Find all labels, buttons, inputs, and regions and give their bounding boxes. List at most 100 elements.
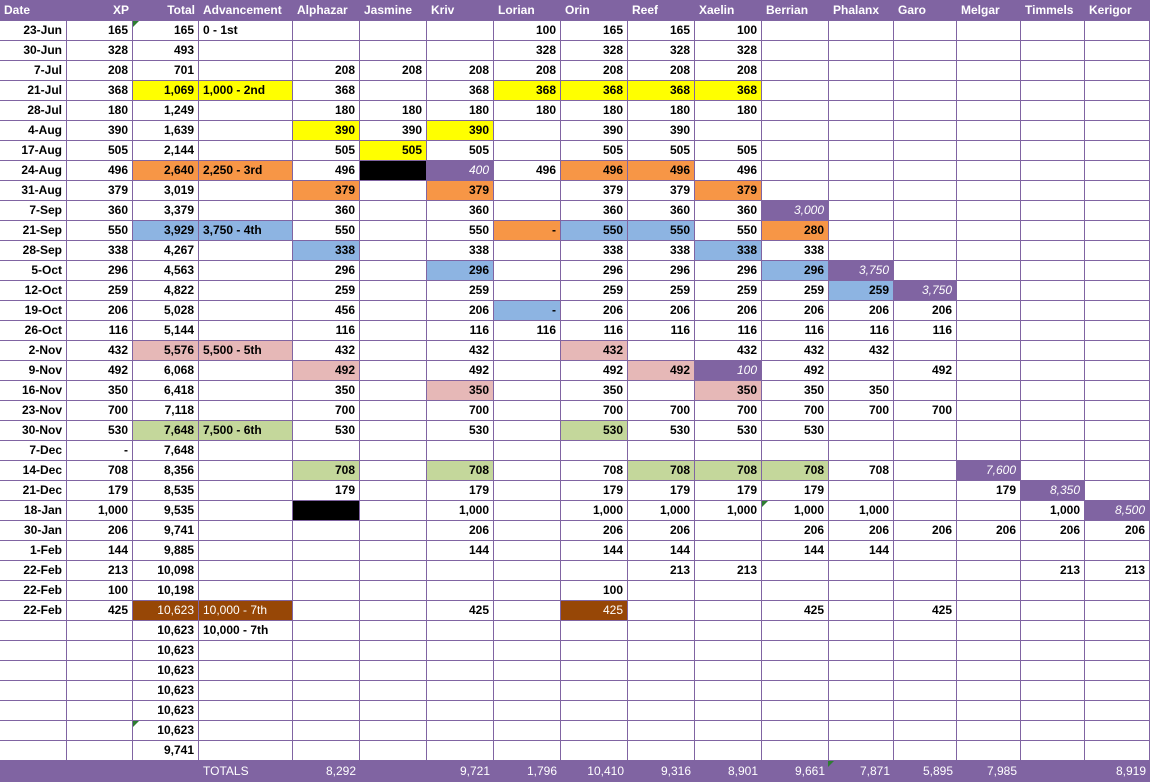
cell-orin[interactable]: 338 (561, 241, 628, 261)
cell-melgar[interactable] (957, 161, 1021, 181)
cell-kerigor[interactable] (1085, 321, 1150, 341)
cell-alphazar[interactable] (293, 541, 360, 561)
cell-reef[interactable] (628, 741, 695, 761)
cell-total[interactable]: 7,648 (133, 441, 199, 461)
cell-garo[interactable] (894, 141, 957, 161)
cell-total[interactable]: 10,623 (133, 681, 199, 701)
row-date-cell[interactable]: 14-Dec (0, 461, 67, 481)
cell-alphazar[interactable]: 338 (293, 241, 360, 261)
cell-alphazar[interactable] (293, 21, 360, 41)
cell-orin[interactable]: 708 (561, 461, 628, 481)
cell-advancement[interactable]: 3,750 - 4th (199, 221, 293, 241)
cell-total[interactable]: 2,640 (133, 161, 199, 181)
cell-alphazar[interactable]: 360 (293, 201, 360, 221)
cell-timmels[interactable] (1021, 341, 1085, 361)
cell-xp[interactable]: 432 (67, 341, 133, 361)
cell-timmels[interactable] (1021, 401, 1085, 421)
cell-reef[interactable]: 700 (628, 401, 695, 421)
cell-phalanx[interactable] (829, 221, 894, 241)
cell-timmels[interactable] (1021, 241, 1085, 261)
row-date-cell[interactable]: 26-Oct (0, 321, 67, 341)
cell-melgar[interactable] (957, 241, 1021, 261)
cell-alphazar[interactable]: 379 (293, 181, 360, 201)
cell-lorian[interactable]: 208 (494, 61, 561, 81)
cell-total[interactable]: 4,267 (133, 241, 199, 261)
cell-jasmine[interactable] (360, 581, 427, 601)
cell-timmels[interactable] (1021, 601, 1085, 621)
cell-alphazar[interactable] (293, 521, 360, 541)
cell-berrian[interactable]: 700 (762, 401, 829, 421)
cell-jasmine[interactable] (360, 661, 427, 681)
cell-garo[interactable] (894, 541, 957, 561)
cell-timmels[interactable] (1021, 301, 1085, 321)
cell-reef[interactable]: 708 (628, 461, 695, 481)
cell-phalanx[interactable] (829, 421, 894, 441)
cell-kerigor[interactable] (1085, 401, 1150, 421)
cell-xaelin[interactable]: 296 (695, 261, 762, 281)
cell-jasmine[interactable] (360, 241, 427, 261)
total-berrian[interactable]: 9,661 (762, 761, 829, 782)
cell-alphazar[interactable]: 456 (293, 301, 360, 321)
cell-orin[interactable]: 116 (561, 321, 628, 341)
cell-advancement[interactable]: 10,000 - 7th (199, 601, 293, 621)
cell-garo[interactable] (894, 501, 957, 521)
cell-orin[interactable]: 350 (561, 381, 628, 401)
cell-total[interactable]: 9,535 (133, 501, 199, 521)
cell-garo[interactable] (894, 381, 957, 401)
cell-lorian[interactable] (494, 201, 561, 221)
cell-timmels[interactable] (1021, 41, 1085, 61)
cell-alphazar[interactable]: 530 (293, 421, 360, 441)
cell-reef[interactable]: 390 (628, 121, 695, 141)
cell-total[interactable]: 10,623 (133, 721, 199, 741)
cell-advancement[interactable] (199, 61, 293, 81)
cell-phalanx[interactable]: 206 (829, 301, 894, 321)
cell-lorian[interactable]: 328 (494, 41, 561, 61)
cell-garo[interactable] (894, 261, 957, 281)
row-date-cell[interactable]: 17-Aug (0, 141, 67, 161)
cell-melgar[interactable] (957, 721, 1021, 741)
cell-timmels[interactable] (1021, 361, 1085, 381)
cell-kerigor[interactable] (1085, 181, 1150, 201)
cell-garo[interactable] (894, 181, 957, 201)
cell-melgar[interactable] (957, 61, 1021, 81)
cell-kriv[interactable]: 206 (427, 521, 494, 541)
cell-total[interactable]: 4,822 (133, 281, 199, 301)
cell-garo[interactable] (894, 201, 957, 221)
row-date-cell[interactable]: 21-Sep (0, 221, 67, 241)
cell-berrian[interactable] (762, 701, 829, 721)
cell-melgar[interactable] (957, 441, 1021, 461)
cell-orin[interactable]: 360 (561, 201, 628, 221)
cell-kerigor[interactable] (1085, 141, 1150, 161)
cell-kerigor[interactable] (1085, 661, 1150, 681)
cell-kriv[interactable]: 208 (427, 61, 494, 81)
cell-garo[interactable] (894, 481, 957, 501)
column-header-kerigor[interactable]: Kerigor (1085, 0, 1150, 21)
column-header-total[interactable]: Total (133, 0, 199, 21)
cell-timmels[interactable] (1021, 61, 1085, 81)
cell-kerigor[interactable] (1085, 481, 1150, 501)
cell-jasmine[interactable] (360, 481, 427, 501)
cell-melgar[interactable] (957, 561, 1021, 581)
cell-jasmine[interactable] (360, 401, 427, 421)
cell-lorian[interactable] (494, 441, 561, 461)
cell-advancement[interactable] (199, 561, 293, 581)
cell-orin[interactable] (561, 441, 628, 461)
cell-kriv[interactable] (427, 741, 494, 761)
cell-xp[interactable]: 100 (67, 581, 133, 601)
cell-xp[interactable]: 1,000 (67, 501, 133, 521)
cell-timmels[interactable] (1021, 101, 1085, 121)
cell-berrian[interactable] (762, 581, 829, 601)
cell-reef[interactable] (628, 721, 695, 741)
cell-berrian[interactable]: 3,000 (762, 201, 829, 221)
cell-melgar[interactable] (957, 381, 1021, 401)
cell-xp[interactable]: 259 (67, 281, 133, 301)
cell-reef[interactable]: 206 (628, 301, 695, 321)
cell-garo[interactable] (894, 21, 957, 41)
cell-phalanx[interactable] (829, 441, 894, 461)
cell-melgar[interactable] (957, 501, 1021, 521)
cell-total[interactable]: 6,068 (133, 361, 199, 381)
row-date-cell[interactable]: 30-Jun (0, 41, 67, 61)
row-date-cell[interactable]: 22-Feb (0, 601, 67, 621)
cell-jasmine[interactable] (360, 41, 427, 61)
total-xaelin[interactable]: 8,901 (695, 761, 762, 782)
